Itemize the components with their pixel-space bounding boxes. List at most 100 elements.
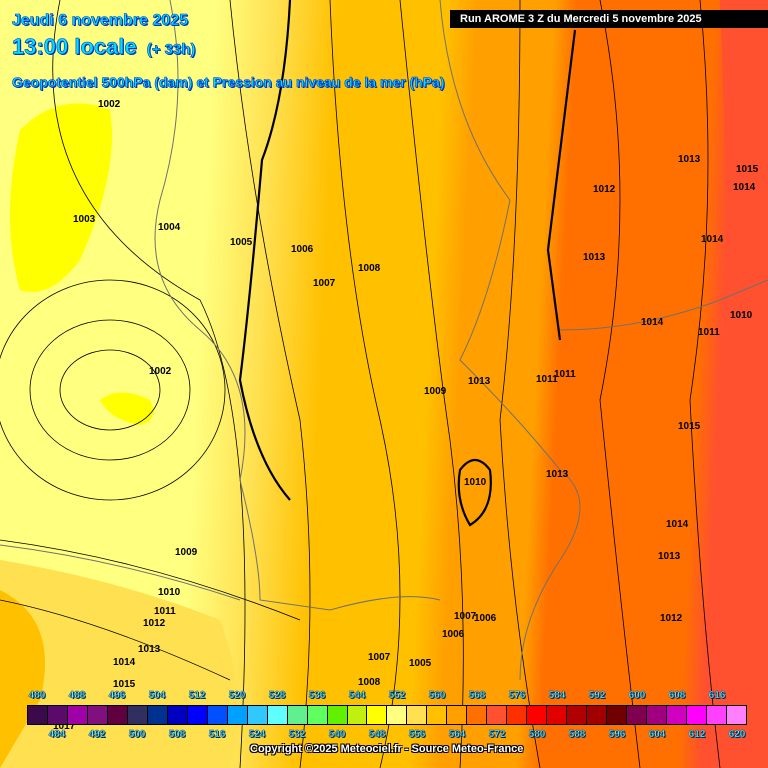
legend-label: 564	[448, 729, 466, 740]
legend-swatch	[307, 706, 328, 724]
legend-label: 616	[708, 690, 726, 701]
legend-label: 508	[168, 729, 186, 740]
legend-swatch	[547, 706, 568, 724]
isobar-label: 1012	[143, 618, 166, 629]
isobar-label: 1008	[358, 677, 381, 688]
legend-label: 488	[68, 690, 86, 701]
height-band	[700, 0, 768, 768]
local-time: 13:00 locale	[12, 34, 137, 60]
legend-label: 480	[28, 690, 46, 701]
isobar-label: 1012	[660, 613, 683, 624]
legend-swatch	[507, 706, 528, 724]
legend-label: 520	[228, 690, 246, 701]
isobar-label: 1006	[474, 613, 497, 624]
isobar-label: 1015	[678, 421, 701, 432]
isobar-label: 1009	[424, 386, 447, 397]
legend-swatch	[47, 706, 68, 724]
legend-label: 484	[48, 729, 66, 740]
isobar-label: 1014	[666, 519, 689, 530]
isobar-label: 1011	[536, 374, 558, 385]
forecast-date: Jeudi 6 novembre 2025	[12, 12, 189, 30]
height-band	[0, 590, 45, 768]
legend-swatch	[227, 706, 248, 724]
isobar-label: 1012	[593, 184, 616, 195]
isobar-label: 1007	[313, 278, 336, 289]
legend-label: 504	[148, 690, 166, 701]
isobar-label: 1008	[358, 263, 381, 274]
isobar-label: 1013	[678, 154, 701, 165]
legend-label: 544	[348, 690, 366, 701]
legend-label: 552	[388, 690, 406, 701]
isobar-label: 1006	[291, 244, 314, 255]
legend-label: 620	[728, 729, 746, 740]
isobar-label: 1010	[730, 310, 753, 321]
legend-swatch	[327, 706, 348, 724]
isobar-label: 1013	[546, 469, 569, 480]
legend-label: 500	[128, 729, 146, 740]
isobar-label: 1002	[149, 366, 172, 377]
isobar-label: 1014	[733, 182, 756, 193]
legend-swatch	[127, 706, 148, 724]
legend-swatch	[387, 706, 408, 724]
legend-swatch	[167, 706, 188, 724]
legend-swatch	[187, 706, 208, 724]
legend-label: 540	[328, 729, 346, 740]
legend-swatch	[287, 706, 308, 724]
isobar-label: 1014	[641, 317, 664, 328]
legend-swatch	[447, 706, 468, 724]
isobar-label: 1011	[154, 606, 176, 617]
legend-label: 548	[368, 729, 386, 740]
legend-swatch	[667, 706, 687, 724]
legend-label: 496	[108, 690, 126, 701]
legend-swatch	[527, 706, 548, 724]
coastlines-borders	[0, 0, 768, 681]
legend-label: 492	[88, 729, 106, 740]
legend-label: 600	[628, 690, 646, 701]
legend-label: 512	[188, 690, 206, 701]
lead-time: (+ 33h)	[146, 41, 196, 59]
legend-swatch	[367, 706, 388, 724]
legend-label: 584	[548, 690, 566, 701]
isobar-label: 1006	[442, 629, 465, 640]
legend-label: 560	[428, 690, 446, 701]
heavy-isobars	[238, 0, 577, 527]
legend-label: 612	[688, 729, 706, 740]
legend-swatch	[207, 706, 228, 724]
legend-label: 588	[568, 729, 586, 740]
legend-label: 604	[648, 729, 666, 740]
legend-swatch	[567, 706, 588, 724]
isobar-label: 1004	[158, 222, 181, 233]
isobar-label: 1003	[73, 214, 96, 225]
isobar-label: 1014	[113, 657, 136, 668]
legend-label: 524	[248, 729, 266, 740]
isobar-label: 1005	[230, 237, 253, 248]
legend-swatch	[686, 706, 707, 724]
isobar-label: 1010	[158, 587, 181, 598]
legend-label: 596	[608, 729, 626, 740]
run-info: Run AROME 3 Z du Mercredi 5 novembre 202…	[450, 10, 768, 28]
legend-swatch	[347, 706, 368, 724]
parameter-title: Geopotentiel 500hPa (dam) et Pression au…	[12, 74, 445, 91]
legend-label: 536	[308, 690, 326, 701]
isobar-label: 1014	[701, 234, 724, 245]
isobar-label: 1013	[658, 551, 681, 562]
legend-swatch	[706, 706, 727, 724]
legend-label: 528	[268, 690, 286, 701]
legend-label: 580	[528, 729, 546, 740]
legend-swatch	[487, 706, 508, 724]
isobar-label: 1017	[53, 721, 76, 732]
legend-swatch	[67, 706, 88, 724]
legend-label: 576	[508, 690, 526, 701]
legend-swatch	[607, 706, 628, 724]
isobar-label: 1002	[98, 99, 121, 110]
legend-label: 556	[408, 729, 426, 740]
forecast-time: 13:00 locale (+ 33h)	[12, 34, 196, 60]
legend-label: 592	[588, 690, 606, 701]
legend-swatch	[28, 706, 48, 724]
legend-label: 572	[488, 729, 506, 740]
legend-swatch	[147, 706, 168, 724]
legend-swatch	[587, 706, 608, 724]
legend-label: 608	[668, 690, 686, 701]
legend-swatch	[247, 706, 268, 724]
